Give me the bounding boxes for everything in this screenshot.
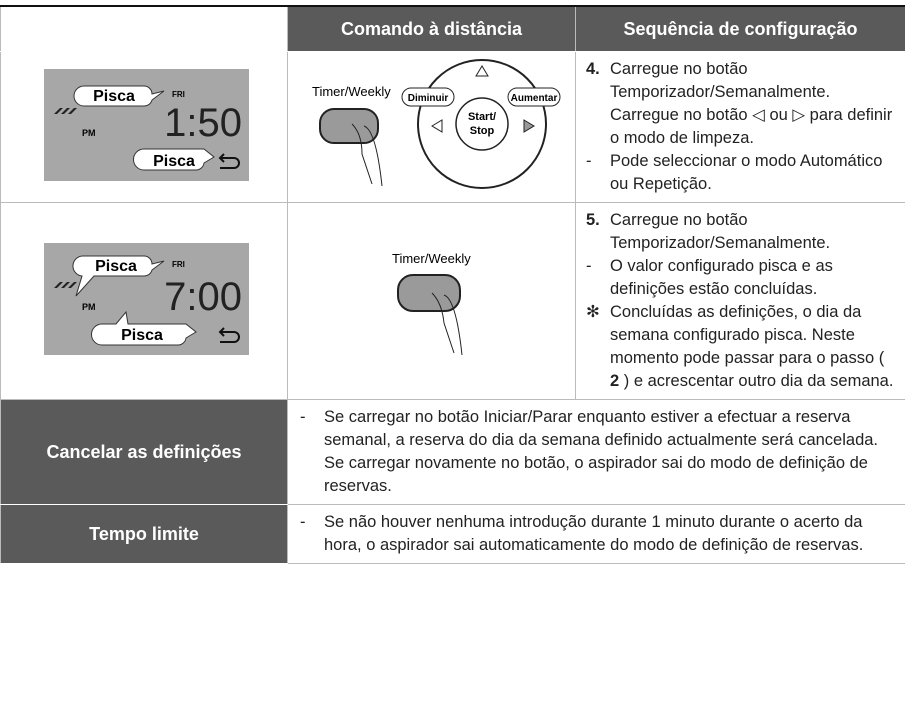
- step-row: Pisca FRI 1:50 PM Pisca Timer/Weekly Sta…: [0, 51, 905, 203]
- note-text: Se não houver nenhuma introdução durante…: [324, 513, 864, 554]
- instruction-text: Carregue no botão Temporizador/Semanalme…: [610, 60, 893, 147]
- bubble: [507, 87, 560, 106]
- timer-button: [318, 107, 379, 144]
- note-text: Se carregar no botão Iniciar/Parar enqua…: [324, 408, 879, 495]
- marker: ✻: [586, 303, 600, 321]
- step-ref: 2: [610, 372, 620, 390]
- marker: 4.: [586, 60, 600, 78]
- marker: -: [300, 513, 306, 531]
- day-label: FRI: [172, 90, 185, 99]
- note: - Se carregar no botão Iniciar/Parar enqu…: [300, 406, 897, 498]
- day-label: FRI: [172, 260, 185, 269]
- marker: -: [586, 257, 592, 275]
- bubble: [73, 85, 165, 107]
- instruction: - Pode seleccionar o modo Automático ou R…: [586, 150, 897, 196]
- remote-cell: Timer/Weekly: [287, 202, 576, 400]
- note-cell: - Se carregar no botão Iniciar/Parar enqu…: [287, 399, 905, 505]
- instruction: 5. Carregue no botão Temporizador/Semanal…: [586, 209, 897, 255]
- blink-label: Pisca: [153, 153, 195, 170]
- battery: [54, 281, 77, 288]
- remote-illustration: Timer/Weekly: [392, 251, 471, 355]
- step-row: Pisca FRI 7:00 PM Pisca Timer/Weekly 5. C…: [0, 202, 905, 400]
- instruction-text: O valor configurado pisca e as definiçõe…: [610, 257, 833, 298]
- battery: [54, 107, 77, 114]
- arrow: [523, 118, 535, 133]
- instruction-text: Concluídas as definições, o dia da seman…: [610, 301, 897, 393]
- marker: 5.: [586, 211, 600, 229]
- marker: -: [300, 408, 306, 426]
- bubble: [72, 254, 165, 296]
- note-cell: - Se não houver nenhuma introdução durant…: [287, 504, 905, 564]
- note-label: Tempo limite: [0, 504, 288, 564]
- repeat-icon: [218, 152, 240, 169]
- text-part: Concluídas as definições, o dia da seman…: [610, 303, 885, 367]
- sequence-cell: 5. Carregue no botão Temporizador/Semanal…: [575, 202, 905, 400]
- sequence-cell: 4. Carregue no botão Temporizador/Semanal…: [575, 51, 905, 203]
- arrows: [430, 64, 489, 133]
- instruction-text: Carregue no botão Temporizador/Semanalme…: [610, 211, 831, 252]
- instruction: ✻ Concluídas as definições, o dia da sema…: [586, 301, 897, 393]
- header-cell: Comando à distância: [287, 5, 576, 52]
- note-label: Cancelar as definições: [0, 399, 288, 505]
- note-row: Tempo limite - Se não houver nenhuma intr…: [0, 504, 905, 564]
- instruction: 4. Carregue no botão Temporizador/Semanal…: [586, 58, 897, 150]
- note: - Se não houver nenhuma introdução durant…: [300, 511, 897, 557]
- right-label: Aumentar: [510, 93, 557, 104]
- lcd-display: Pisca FRI 1:50 PM Pisca: [44, 68, 249, 181]
- instruction: -O valor configurado pisca e as definiçõ…: [586, 255, 897, 301]
- blink-label: Pisca: [93, 88, 135, 105]
- button-label: Timer/Weekly: [392, 251, 471, 266]
- bubble: [401, 87, 454, 106]
- bubble: [91, 310, 197, 346]
- text-part: ) e acrescentar outro dia da semana.: [623, 372, 894, 390]
- remote-illustration: Timer/Weekly Start/ Stop Diminuir Aument…: [312, 58, 560, 189]
- bubble: [133, 148, 215, 171]
- lcd-display: Pisca FRI 7:00 PM Pisca: [44, 242, 249, 355]
- note-row: Cancelar as definições - Se carregar no b…: [0, 399, 905, 505]
- center-label: Stop: [469, 125, 494, 137]
- header-row: Comando à distância Sequência de configu…: [0, 5, 905, 52]
- blink-label: Pisca: [95, 258, 137, 275]
- button-label: Timer/Weekly: [312, 84, 391, 99]
- timer-button: [396, 273, 461, 312]
- period-label: PM: [82, 302, 96, 312]
- center-label: Start/: [467, 111, 495, 123]
- hand: [351, 123, 382, 186]
- display-cell: Pisca FRI 7:00 PM Pisca: [0, 202, 288, 400]
- hand: [431, 292, 462, 355]
- repeat-icon: [218, 326, 240, 343]
- display-cell: Pisca FRI 1:50 PM Pisca: [0, 51, 288, 203]
- time-digits: 7:00: [164, 275, 242, 319]
- blink-label: Pisca: [121, 327, 163, 344]
- remote-cell: Timer/Weekly Start/ Stop Diminuir Aument…: [287, 51, 576, 203]
- time-digits: 1:50: [164, 101, 242, 145]
- period-label: PM: [82, 128, 96, 138]
- config-table: Comando à distância Sequência de configu…: [0, 5, 905, 564]
- marker: -: [586, 152, 592, 170]
- left-label: Diminuir: [407, 93, 448, 104]
- header-cell: Sequência de configuração: [575, 5, 905, 52]
- instruction-text: Pode seleccionar o modo Automático ou Re…: [610, 152, 883, 193]
- header-blank: [0, 5, 288, 52]
- center-button: [454, 96, 509, 151]
